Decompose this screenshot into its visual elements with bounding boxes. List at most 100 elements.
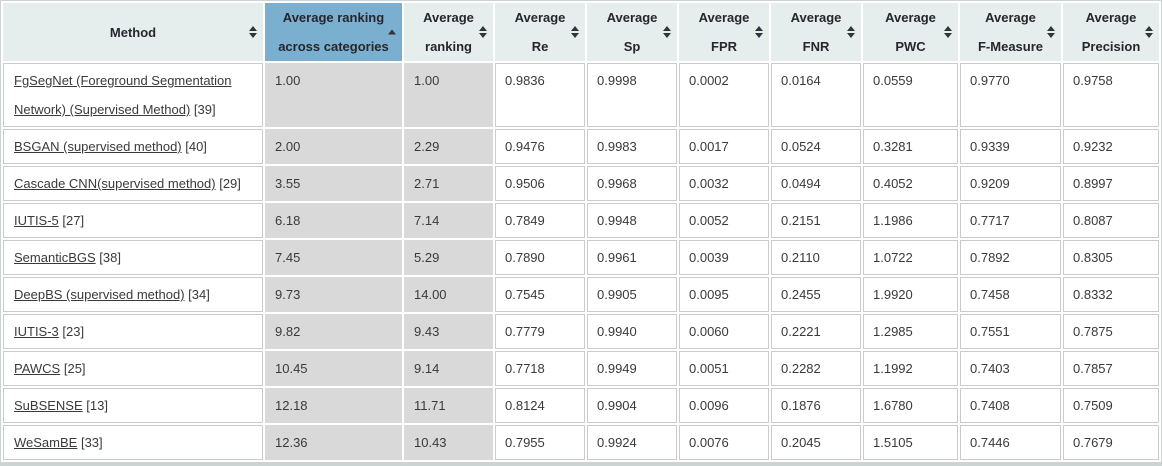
cell-avg-precision: 0.9232 [1063, 129, 1159, 164]
column-header-avg-re[interactable]: Average Re [495, 3, 585, 61]
cell-avg-f-measure: 0.7551 [960, 314, 1061, 349]
cell-avg-pwc: 1.1992 [863, 351, 958, 386]
cell-avg-sp: 0.9948 [587, 203, 677, 238]
header-row: Method Average ranking across categories Av… [3, 3, 1159, 61]
cell-avg-precision: 0.8087 [1063, 203, 1159, 238]
cell-avg-pwc: 0.0559 [863, 63, 958, 127]
table-row: Cascade CNN(supervised method) [29] 3.55 2… [3, 166, 1159, 201]
cell-avg-re: 0.7779 [495, 314, 585, 349]
method-link[interactable]: Cascade CNN(supervised method) [14, 176, 216, 191]
sort-toggle-icon [944, 26, 952, 38]
method-link[interactable]: PAWCS [14, 361, 61, 376]
column-header-label: Average ranking [423, 10, 474, 54]
cell-avg-fpr: 0.0032 [679, 166, 769, 201]
cell-avg-f-measure: 0.7892 [960, 240, 1061, 275]
table-row: PAWCS [25] 10.45 9.14 0.7718 0.9949 0.0051 0.2… [3, 351, 1159, 386]
cell-avg-fpr: 0.0017 [679, 129, 769, 164]
cell-avg-ranking-across-categories: 7.45 [265, 240, 402, 275]
cell-avg-ranking-across-categories: 10.45 [265, 351, 402, 386]
cell-avg-fpr: 0.0076 [679, 425, 769, 460]
cell-avg-f-measure: 0.7717 [960, 203, 1061, 238]
method-link[interactable]: FgSegNet (Foreground Segmentation Networ… [14, 73, 232, 117]
method-reference: [38] [95, 250, 121, 265]
cell-avg-f-measure: 0.9770 [960, 63, 1061, 127]
method-reference: [25] [60, 361, 86, 376]
cell-avg-pwc: 0.3281 [863, 129, 958, 164]
cell-avg-ranking-across-categories: 3.55 [265, 166, 402, 201]
cell-avg-re: 0.9506 [495, 166, 585, 201]
cell-avg-precision: 0.8332 [1063, 277, 1159, 312]
cell-avg-re: 0.7718 [495, 351, 585, 386]
column-header-avg-fpr[interactable]: Average FPR [679, 3, 769, 61]
table-row: WeSamBE [33] 12.36 10.43 0.7955 0.9924 0.0076… [3, 425, 1159, 460]
column-header-label: Average PWC [885, 10, 936, 54]
method-link[interactable]: WeSamBE [14, 435, 78, 450]
column-header-avg-sp[interactable]: Average Sp [587, 3, 677, 61]
column-header-method[interactable]: Method [3, 3, 263, 61]
cell-avg-pwc: 1.2985 [863, 314, 958, 349]
table-row: IUTIS-5 [27] 6.18 7.14 0.7849 0.9948 0.0052 0.… [3, 203, 1159, 238]
method-cell: SemanticBGS [38] [3, 240, 263, 275]
column-header-avg-precision[interactable]: Average Precision [1063, 3, 1159, 61]
cell-avg-ranking: 11.71 [404, 388, 493, 423]
method-cell: IUTIS-5 [27] [3, 203, 263, 238]
method-cell: SuBSENSE [13] [3, 388, 263, 423]
column-header-avg-f-measure[interactable]: Average F-Measure [960, 3, 1061, 61]
method-reference: [34] [184, 287, 210, 302]
cell-avg-fnr: 0.1876 [771, 388, 861, 423]
table-row: FgSegNet (Foreground Segmentation Networ… [3, 63, 1159, 127]
column-header-avg-ranking-across-categories[interactable]: Average ranking across categories [265, 3, 402, 61]
cell-avg-pwc: 1.9920 [863, 277, 958, 312]
column-header-avg-pwc[interactable]: Average PWC [863, 3, 958, 61]
column-header-label: Average ranking across categories [278, 10, 389, 54]
cell-avg-fpr: 0.0039 [679, 240, 769, 275]
sort-toggle-icon [755, 26, 763, 38]
cell-avg-fnr: 0.2110 [771, 240, 861, 275]
cell-avg-ranking: 7.14 [404, 203, 493, 238]
cell-avg-re: 0.7890 [495, 240, 585, 275]
cell-avg-f-measure: 0.9209 [960, 166, 1061, 201]
cell-avg-ranking-across-categories: 1.00 [265, 63, 402, 127]
sort-toggle-icon [249, 26, 257, 38]
method-link[interactable]: BSGAN (supervised method) [14, 139, 182, 154]
cell-avg-ranking-across-categories: 6.18 [265, 203, 402, 238]
method-link[interactable]: IUTIS-3 [14, 324, 59, 339]
method-link[interactable]: DeepBS (supervised method) [14, 287, 185, 302]
sort-ascending-icon [388, 29, 396, 35]
cell-avg-ranking: 9.43 [404, 314, 493, 349]
column-header-label: Average Precision [1081, 10, 1141, 54]
cell-avg-ranking: 9.14 [404, 351, 493, 386]
cell-avg-precision: 0.7875 [1063, 314, 1159, 349]
table-row: BSGAN (supervised method) [40] 2.00 2.29 0.… [3, 129, 1159, 164]
cell-avg-fpr: 0.0096 [679, 388, 769, 423]
cell-avg-sp: 0.9940 [587, 314, 677, 349]
cell-avg-re: 0.7849 [495, 203, 585, 238]
column-header-label: Method [109, 24, 157, 40]
sort-toggle-icon [1047, 26, 1055, 38]
results-table-body: FgSegNet (Foreground Segmentation Networ… [3, 63, 1159, 460]
cell-avg-re: 0.9836 [495, 63, 585, 127]
column-header-avg-ranking[interactable]: Average ranking [404, 3, 493, 61]
cell-avg-f-measure: 0.7446 [960, 425, 1061, 460]
cell-avg-sp: 0.9924 [587, 425, 677, 460]
method-link[interactable]: IUTIS-5 [14, 213, 59, 228]
sort-toggle-icon [847, 26, 855, 38]
sort-toggle-icon [479, 26, 487, 38]
cell-avg-pwc: 1.1986 [863, 203, 958, 238]
cell-avg-re: 0.8124 [495, 388, 585, 423]
cell-avg-fnr: 0.2455 [771, 277, 861, 312]
cell-avg-ranking: 2.29 [404, 129, 493, 164]
column-header-avg-fnr[interactable]: Average FNR [771, 3, 861, 61]
cell-avg-f-measure: 0.9339 [960, 129, 1061, 164]
method-reference: [39] [190, 102, 216, 117]
cell-avg-pwc: 1.0722 [863, 240, 958, 275]
method-cell: PAWCS [25] [3, 351, 263, 386]
method-cell: BSGAN (supervised method) [40] [3, 129, 263, 164]
method-reference: [29] [215, 176, 241, 191]
table-row: IUTIS-3 [23] 9.82 9.43 0.7779 0.9940 0.0060 0.… [3, 314, 1159, 349]
method-link[interactable]: SemanticBGS [14, 250, 96, 265]
method-cell: Cascade CNN(supervised method) [29] [3, 166, 263, 201]
method-link[interactable]: SuBSENSE [14, 398, 83, 413]
cell-avg-fnr: 0.2221 [771, 314, 861, 349]
